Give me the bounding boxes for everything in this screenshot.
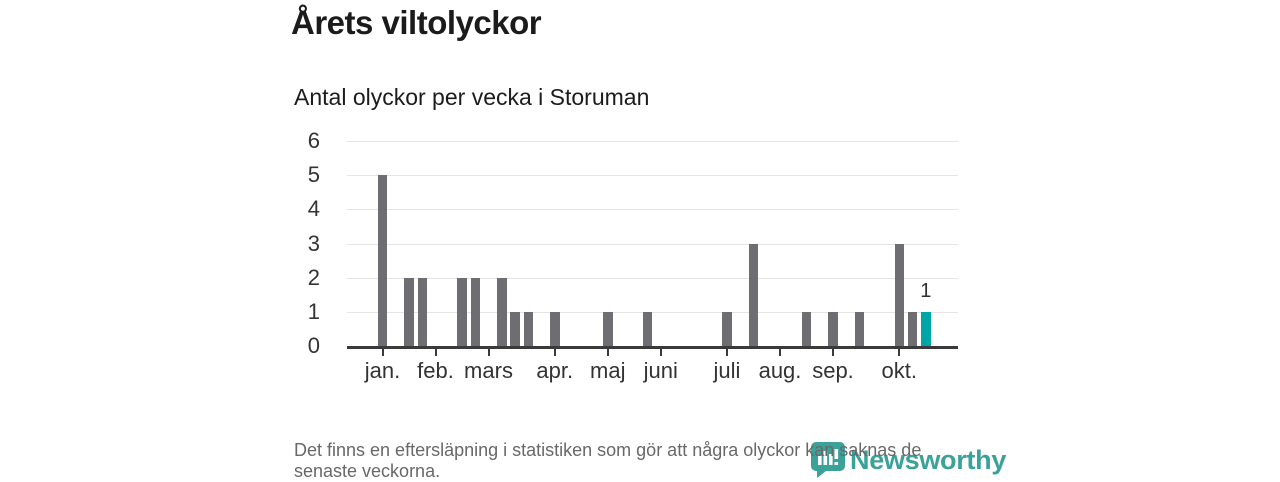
- chart-title: Årets viltolyckor: [291, 4, 542, 41]
- gridline: [347, 141, 958, 142]
- bar-week-14: [550, 311, 560, 346]
- bar-week-33: [801, 311, 812, 346]
- x-axis-tick: [779, 346, 781, 356]
- x-axis-month-label: juni: [643, 358, 678, 383]
- x-axis-month-label: sep.: [812, 358, 854, 383]
- bar-week-27: [722, 311, 732, 346]
- footnote-line: Det finns en eftersläpning i statistiken…: [294, 440, 922, 460]
- bar-week-3: [404, 277, 414, 346]
- x-axis-tick: [606, 346, 609, 356]
- gridline: [347, 311, 958, 313]
- gridline: [347, 243, 958, 245]
- x-axis-month-label: apr.: [536, 358, 574, 383]
- y-axis-tick-label: 2: [307, 264, 320, 290]
- gridline: [347, 175, 958, 177]
- x-axis-month-label: maj: [590, 358, 626, 383]
- bar-week-37: [854, 311, 865, 346]
- bar-week-29: [748, 243, 759, 346]
- bar-week-10: [497, 277, 507, 346]
- bar-week-21: [642, 311, 653, 346]
- x-axis-tick: [434, 346, 437, 356]
- x-axis-tick: [832, 346, 834, 356]
- footnote-line: senaste veckorna.: [294, 461, 441, 481]
- plot-area: jan. feb. mars apr. maj juni juli aug. sep. okt. 1: [347, 141, 958, 383]
- highlight-value-label: 1: [920, 279, 932, 302]
- x-axis-tick: [726, 346, 728, 356]
- chart-footnote: Det finns en eftersläpning i statistiken…: [294, 440, 921, 482]
- y-axis-tick-label: 1: [307, 298, 320, 324]
- x-axis-month-label: feb.: [417, 358, 454, 383]
- newsworthy-bubble-barchart-icon: [811, 442, 845, 478]
- bar-week-42: [921, 311, 931, 346]
- x-axis-tick: [381, 346, 384, 356]
- bar-week-18: [603, 311, 613, 346]
- x-axis-tick: [898, 346, 901, 356]
- bar-week-41: [907, 311, 918, 346]
- bar-week-12: [523, 311, 533, 346]
- x-axis-month-label: aug.: [758, 358, 802, 383]
- bar-week-35: [828, 311, 838, 346]
- x-axis-month-label: mars: [464, 358, 513, 383]
- bar-week-1: [377, 175, 388, 346]
- bar-week-11: [510, 311, 520, 346]
- y-axis-tick-label: 0: [307, 333, 320, 358]
- x-axis-tick: [553, 346, 556, 356]
- gridline: [347, 277, 958, 279]
- gridline: [347, 209, 958, 211]
- newsworthy-logo: Newsworthy: [811, 441, 1006, 479]
- x-axis-month-label: okt.: [881, 358, 917, 383]
- y-axis-tick-label: 4: [307, 196, 320, 222]
- chart-subtitle: Antal olyckor per vecka i Storuman: [294, 84, 650, 110]
- bar-week-7: [457, 277, 467, 346]
- y-axis-labels: 0 1 2 3 4 5 6: [270, 129, 334, 358]
- x-axis-tick: [487, 346, 490, 356]
- x-axis-tick: [659, 346, 662, 356]
- y-axis-tick-label: 5: [307, 162, 320, 188]
- bar-week-40: [894, 243, 904, 346]
- bar-week-8: [470, 277, 480, 346]
- y-axis-tick-label: 3: [307, 230, 320, 256]
- y-axis-tick-label: 6: [307, 128, 320, 153]
- bar-week-4: [417, 277, 427, 346]
- x-axis-month-label: jan.: [364, 358, 401, 383]
- brand-name: Newsworthy: [850, 445, 1007, 475]
- x-axis-month-label: juli: [713, 358, 741, 383]
